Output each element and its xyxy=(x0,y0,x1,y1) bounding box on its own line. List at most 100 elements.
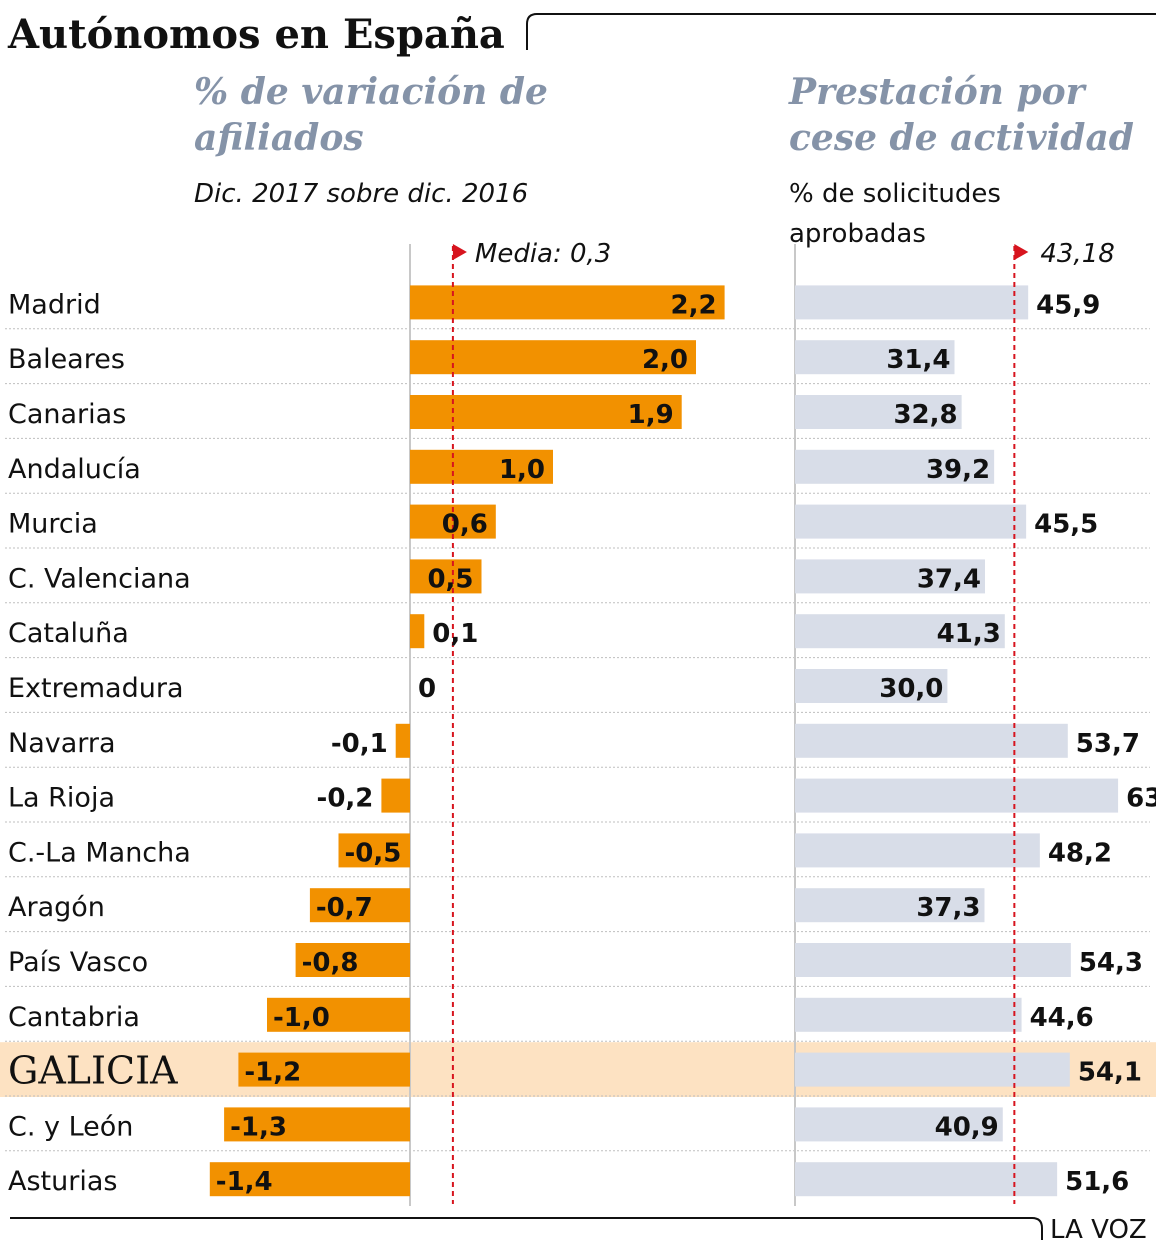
afiliados-value-galicia: -1,2 xyxy=(244,1058,301,1088)
afiliados-value-murcia: 0,6 xyxy=(442,510,488,540)
right-mean-marker-icon xyxy=(1014,244,1029,260)
chart-title: Autónomos en España xyxy=(7,11,505,58)
left-title-line-1: % de variación de xyxy=(194,71,548,113)
afiliados-value-andalucia: 1,0 xyxy=(499,455,545,485)
region-label-c-la-mancha: C.-La Mancha xyxy=(8,837,191,868)
afiliados-value-madrid: 2,2 xyxy=(671,290,717,320)
region-label-murcia: Murcia xyxy=(8,509,98,540)
afiliados-value-canarias: 1,9 xyxy=(628,400,674,430)
afiliados-bar-galicia xyxy=(238,1052,410,1087)
left-mean-label: Media: 0,3 xyxy=(475,239,611,269)
prestacion-bar-extremadura xyxy=(795,669,948,703)
afiliados-value-pais-vasco: -0,8 xyxy=(302,948,359,978)
region-label-cantabria: Cantabria xyxy=(8,1002,140,1033)
right-panel-title: Prestación por cese de actividad xyxy=(788,71,1134,159)
afiliados-value-c-valenciana: 0,5 xyxy=(427,564,473,594)
left-mean-marker-icon xyxy=(452,244,467,260)
afiliados-bar-c-valenciana xyxy=(410,559,482,594)
prestacion-value-baleares: 31,4 xyxy=(886,345,950,375)
prestacion-bar-andalucia xyxy=(795,449,995,484)
region-label-navarra: Navarra xyxy=(8,728,116,759)
afiliados-bar-pais-vasco xyxy=(295,943,410,977)
prestacion-value-andalucia: 39,2 xyxy=(926,455,990,485)
prestacion-bar-cantabria xyxy=(795,997,1022,1032)
region-label-madrid: Madrid xyxy=(8,289,101,320)
prestacion-value-murcia: 45,5 xyxy=(1034,510,1098,540)
prestacion-value-asturias: 51,6 xyxy=(1065,1167,1129,1197)
region-label-pais-vasco: País Vasco xyxy=(8,947,148,978)
prestacion-value-extremadura: 30,0 xyxy=(879,674,943,704)
right-subtitle-line-1: % de solicitudes xyxy=(789,179,1001,209)
prestacion-value-pais-vasco: 54,3 xyxy=(1079,948,1143,978)
afiliados-value-aragon: -0,7 xyxy=(316,893,373,923)
prestacion-value-aragon: 37,3 xyxy=(916,893,980,923)
prestacion-bar-madrid xyxy=(795,285,1029,320)
prestacion-value-navarra: 53,7 xyxy=(1076,729,1140,759)
region-label-canarias: Canarias xyxy=(8,399,126,430)
left-panel-title: % de variación de afiliados xyxy=(194,71,561,159)
region-label-c-y-leon: C. y León xyxy=(8,1111,133,1142)
prestacion-bar-asturias xyxy=(795,1162,1058,1197)
prestacion-bar-c-y-leon xyxy=(795,1107,1003,1142)
right-title-line-1: Prestación por xyxy=(788,71,1088,113)
afiliados-bar-madrid xyxy=(410,285,725,320)
prestacion-bar-c-valenciana xyxy=(795,559,985,594)
region-label-asturias: Asturias xyxy=(8,1166,117,1197)
afiliados-bar-la-rioja xyxy=(381,778,410,813)
prestacion-value-cataluna: 41,3 xyxy=(937,619,1001,649)
region-label-c-valenciana: C. Valenciana xyxy=(8,563,191,594)
prestacion-value-galicia: 54,1 xyxy=(1078,1058,1142,1088)
region-label-baleares: Baleares xyxy=(8,344,125,375)
region-label-andalucia: Andalucía xyxy=(8,454,141,485)
prestacion-bar-galicia xyxy=(795,1052,1070,1087)
footer-rule xyxy=(10,1217,1043,1240)
prestacion-value-la-rioja: 63,6 xyxy=(1126,784,1156,814)
prestacion-bar-pais-vasco xyxy=(795,943,1071,977)
afiliados-bar-asturias xyxy=(209,1162,410,1197)
afiliados-bar-cataluna xyxy=(410,614,425,649)
afiliados-value-cantabria: -1,0 xyxy=(273,1003,330,1033)
right-subtitle-line-2: aprobadas xyxy=(789,219,926,249)
prestacion-value-cantabria: 44,6 xyxy=(1030,1003,1094,1033)
region-label-aragon: Aragón xyxy=(8,892,105,923)
prestacion-bar-baleares xyxy=(795,340,955,375)
prestacion-value-c-valenciana: 37,4 xyxy=(917,564,981,594)
region-label-cataluna: Cataluña xyxy=(8,618,129,649)
afiliados-bar-aragon xyxy=(309,888,410,923)
left-title-line-2: afiliados xyxy=(194,117,364,159)
right-panel-subtitle: % de solicitudes aprobadas xyxy=(789,179,1009,249)
prestacion-bar-c-la-mancha xyxy=(795,833,1040,868)
afiliados-bar-baleares xyxy=(410,340,696,375)
afiliados-bar-navarra xyxy=(395,723,410,758)
title-bracket xyxy=(526,13,1156,50)
right-title-line-2: cese de actividad xyxy=(789,117,1134,159)
prestacion-bar-aragon xyxy=(795,888,985,923)
afiliados-value-baleares: 2,0 xyxy=(642,345,688,375)
prestacion-bar-canarias xyxy=(795,395,962,429)
region-label-extremadura: Extremadura xyxy=(8,673,184,704)
left-panel-subtitle: Dic. 2017 sobre dic. 2016 xyxy=(194,179,528,209)
afiliados-value-c-la-mancha: -0,5 xyxy=(345,838,402,868)
region-label-galicia: GALICIA xyxy=(8,1049,178,1093)
afiliados-value-la-rioja: -0,2 xyxy=(317,784,374,814)
afiliados-value-extremadura: 0 xyxy=(418,674,436,704)
prestacion-bar-la-rioja xyxy=(795,778,1119,813)
right-mean-label: 43,18 xyxy=(1040,239,1114,269)
afiliados-value-navarra: -0,1 xyxy=(331,729,388,759)
afiliados-bar-cantabria xyxy=(267,997,410,1032)
afiliados-bar-c-la-mancha xyxy=(338,833,410,868)
afiliados-value-c-y-leon: -1,3 xyxy=(230,1112,287,1142)
prestacion-bar-cataluna xyxy=(795,614,1005,649)
afiliados-bar-canarias xyxy=(410,395,682,429)
prestacion-bar-murcia xyxy=(795,504,1027,539)
afiliados-bar-c-y-leon xyxy=(224,1107,410,1142)
source-credit: LA VOZ xyxy=(1050,1215,1147,1245)
region-label-la-rioja: La Rioja xyxy=(8,783,115,814)
afiliados-bar-andalucia xyxy=(410,449,553,484)
prestacion-value-madrid: 45,9 xyxy=(1036,290,1100,320)
afiliados-value-asturias: -1,4 xyxy=(216,1167,273,1197)
prestacion-bar-navarra xyxy=(795,723,1068,758)
prestacion-value-c-y-leon: 40,9 xyxy=(935,1112,999,1142)
prestacion-value-c-la-mancha: 48,2 xyxy=(1048,838,1112,868)
